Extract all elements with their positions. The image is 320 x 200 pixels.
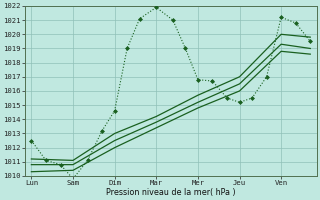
X-axis label: Pression niveau de la mer( hPa ): Pression niveau de la mer( hPa ) (106, 188, 236, 197)
